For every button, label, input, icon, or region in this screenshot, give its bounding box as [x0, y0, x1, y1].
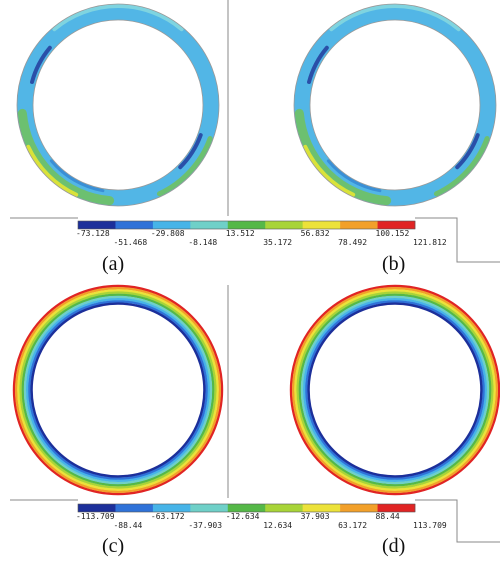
ring: [294, 4, 496, 206]
colorbar-label: 88.44: [376, 512, 400, 521]
colorbar-label: 56.832: [301, 229, 330, 238]
ring: [17, 4, 219, 206]
contour-patch: [156, 136, 213, 197]
contour-patch: [17, 108, 115, 206]
ring-band: [303, 298, 488, 483]
ring-band: [289, 284, 500, 496]
ring-band: [305, 300, 485, 480]
contour-patch: [307, 45, 329, 84]
contour-patch: [294, 108, 392, 206]
ring-band: [307, 302, 483, 478]
colorbar-label: -29.808: [151, 229, 185, 238]
colorbar-label: -37.903: [188, 521, 222, 530]
colorbar-band: [190, 221, 229, 229]
colorbar-band: [152, 221, 191, 229]
contour-patch: [303, 144, 356, 197]
ring-band: [19, 291, 217, 489]
ring-band: [14, 287, 222, 494]
colorbar-band: [302, 504, 341, 512]
contour-patch: [52, 4, 184, 32]
colorbar-label: 100.152: [376, 229, 410, 238]
frame-line: [415, 499, 500, 543]
panel-label: (a): [102, 253, 124, 275]
colorbar-band: [115, 504, 154, 512]
colorbar-label: -8.148: [188, 238, 217, 247]
colorbar-band: [377, 504, 416, 512]
colorbar-label: -63.172: [151, 512, 185, 521]
contour-patch: [30, 45, 52, 84]
colorbar-band: [152, 504, 191, 512]
ring-band: [17, 289, 219, 491]
colorbar-label: -51.468: [113, 238, 147, 247]
colorbar-label: -73.128: [76, 229, 110, 238]
colorbar-label: 35.172: [263, 238, 292, 247]
colorbar-band: [340, 221, 378, 229]
ring-edge: [293, 3, 497, 207]
colorbar-band: [227, 504, 266, 512]
colorbar-label: 78.492: [338, 238, 367, 247]
ring-band: [28, 300, 208, 480]
colorbar-band: [115, 221, 154, 229]
contour-patch: [26, 144, 79, 197]
contour-patch: [178, 133, 203, 170]
colorbar-band: [377, 221, 416, 229]
frame-line: [415, 217, 500, 263]
panel-label: (c): [102, 535, 124, 557]
ring-band: [292, 287, 499, 494]
ring-band: [296, 291, 494, 489]
ring-band: [23, 295, 213, 485]
colorbar-label: -88.44: [113, 521, 142, 530]
colorbar-band: [265, 221, 303, 229]
frames: [10, 0, 500, 543]
colorbar-band: [78, 221, 116, 229]
ring-band: [21, 293, 215, 487]
colorbar-label: 13.512: [226, 229, 255, 238]
panel-label: (b): [382, 253, 405, 275]
colorbar-band: [190, 504, 229, 512]
colorbar-label: 113.709: [413, 521, 447, 530]
colorbar-band: [265, 504, 303, 512]
panel-label: (d): [382, 535, 405, 557]
ring-band: [12, 284, 224, 496]
ring-band: [30, 302, 206, 478]
ring-band: [300, 295, 490, 485]
ring-edge: [32, 19, 204, 191]
colorbar-label: 121.812: [413, 238, 447, 247]
colorbar-band: [227, 221, 266, 229]
contour-patch: [455, 133, 480, 170]
contour-patch: [433, 136, 490, 197]
contour-patch: [326, 159, 382, 193]
ring-band: [298, 293, 492, 487]
colorbar-frame: [77, 220, 416, 230]
colorbar-label: -113.709: [76, 512, 115, 521]
colorbar-band: [340, 504, 378, 512]
colorbar-frame: [77, 503, 416, 513]
ring-edge: [309, 19, 481, 191]
colorbar-label: 12.634: [263, 521, 292, 530]
contour-patch: [329, 4, 461, 32]
colorbar-band: [78, 504, 116, 512]
ring-band: [25, 298, 211, 483]
ring-edge: [16, 3, 220, 207]
colorbar-label: -12.634: [226, 512, 260, 521]
colorbar-band: [302, 221, 341, 229]
colorbar-label: 63.172: [338, 521, 367, 530]
ring-band: [294, 289, 496, 491]
colorbar-label: 37.903: [301, 512, 330, 521]
contour-patch: [49, 159, 105, 193]
